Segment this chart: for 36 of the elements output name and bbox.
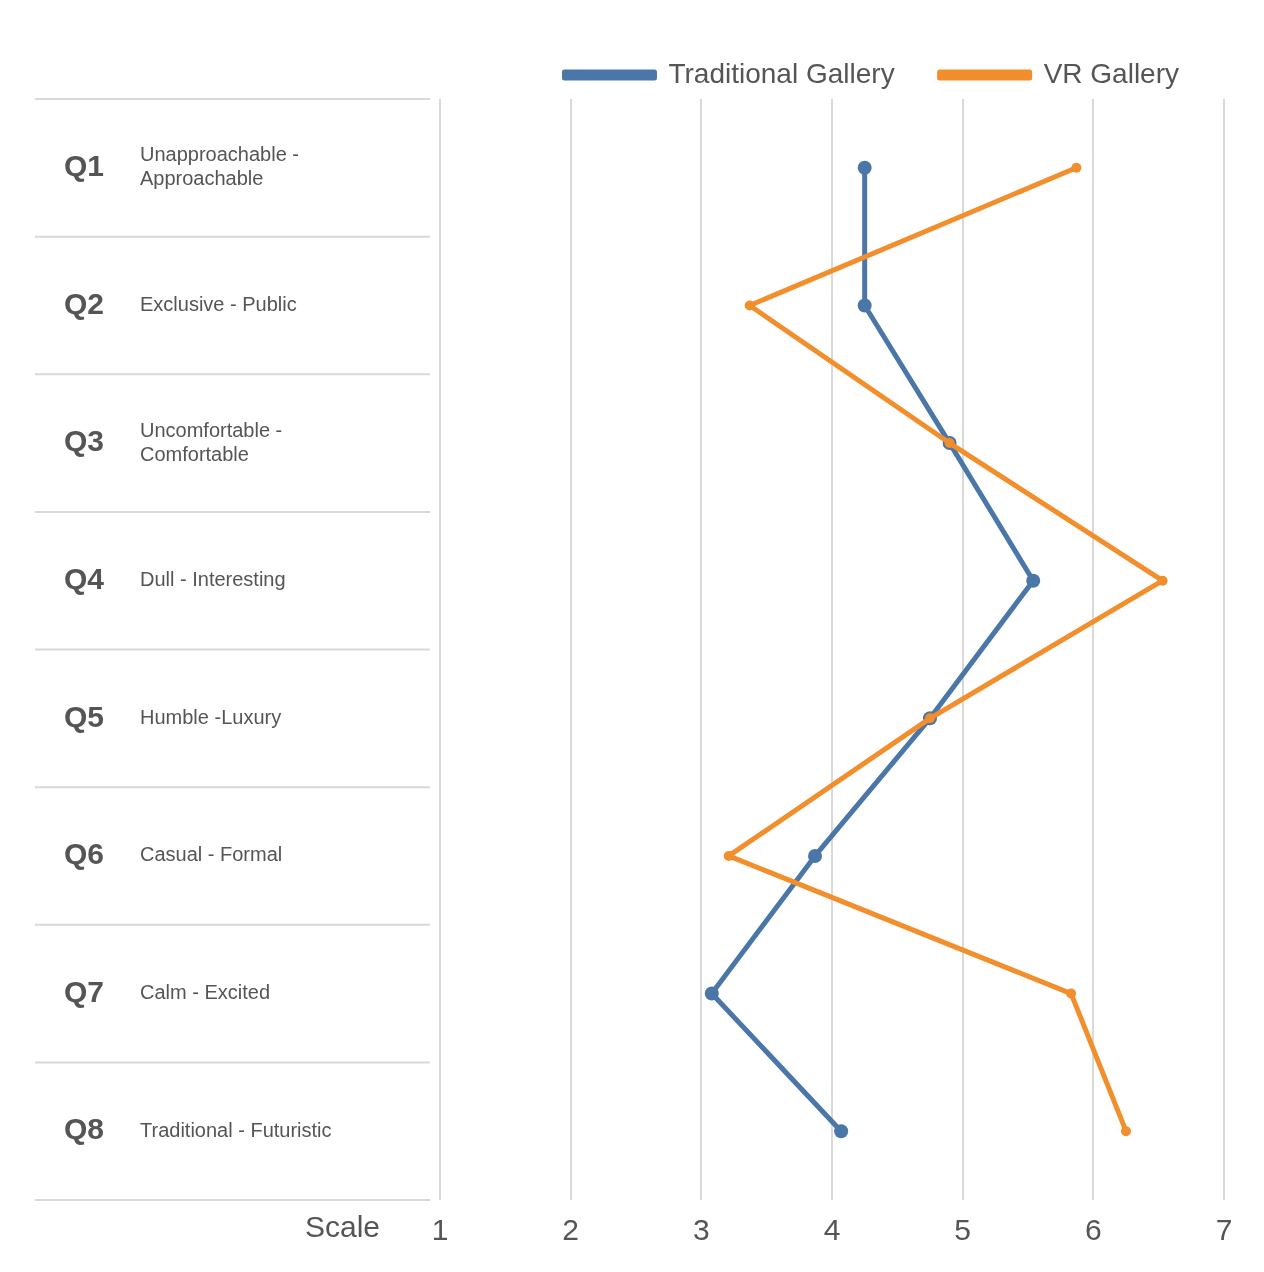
y-tick-label: Dull - Interesting — [140, 568, 286, 591]
point — [1026, 573, 1041, 588]
text: Q8 — [64, 1112, 105, 1146]
y-tick-label: Exclusive - Public — [140, 292, 297, 315]
x-tick-label: 4 — [823, 1213, 841, 1247]
point — [1157, 575, 1168, 586]
y-tick-label: Traditional - Futuristic — [140, 1118, 332, 1141]
text: Q4 — [64, 561, 105, 595]
point — [1121, 1126, 1131, 1137]
point — [704, 986, 719, 1001]
y-tick-label: Casual - Formal — [140, 843, 283, 866]
legend-label: VR Gallery — [1043, 57, 1180, 89]
legend-label: Traditional Gallery — [668, 57, 895, 89]
y-tick-label: Calm - Excited — [140, 981, 271, 1004]
text: Q1 — [64, 149, 105, 183]
x-axis-title: Scale — [304, 1210, 380, 1244]
text: Q6 — [64, 837, 105, 871]
text: Q3 — [64, 424, 105, 458]
y-tick-label: Uncomfortable - Comfortable — [140, 418, 283, 465]
point — [857, 298, 872, 313]
point — [1066, 988, 1077, 999]
point — [1071, 162, 1082, 173]
text: Q7 — [64, 974, 105, 1008]
point — [808, 848, 823, 863]
text: Q2 — [64, 286, 105, 320]
x-tick-label: 5 — [954, 1213, 972, 1247]
y-tick-label: Unapproachable - Approachable — [140, 143, 299, 190]
text: Q5 — [64, 699, 105, 733]
x-tick-label: 2 — [562, 1213, 580, 1247]
x-tick-label: 6 — [1084, 1213, 1102, 1247]
x-tick-label: 7 — [1215, 1213, 1233, 1247]
point — [834, 1124, 849, 1139]
x-tick-label: 3 — [692, 1213, 710, 1247]
x-tick-label: 1 — [431, 1213, 449, 1247]
y-tick-label: Humble -Luxury — [140, 705, 282, 728]
point — [857, 160, 872, 175]
